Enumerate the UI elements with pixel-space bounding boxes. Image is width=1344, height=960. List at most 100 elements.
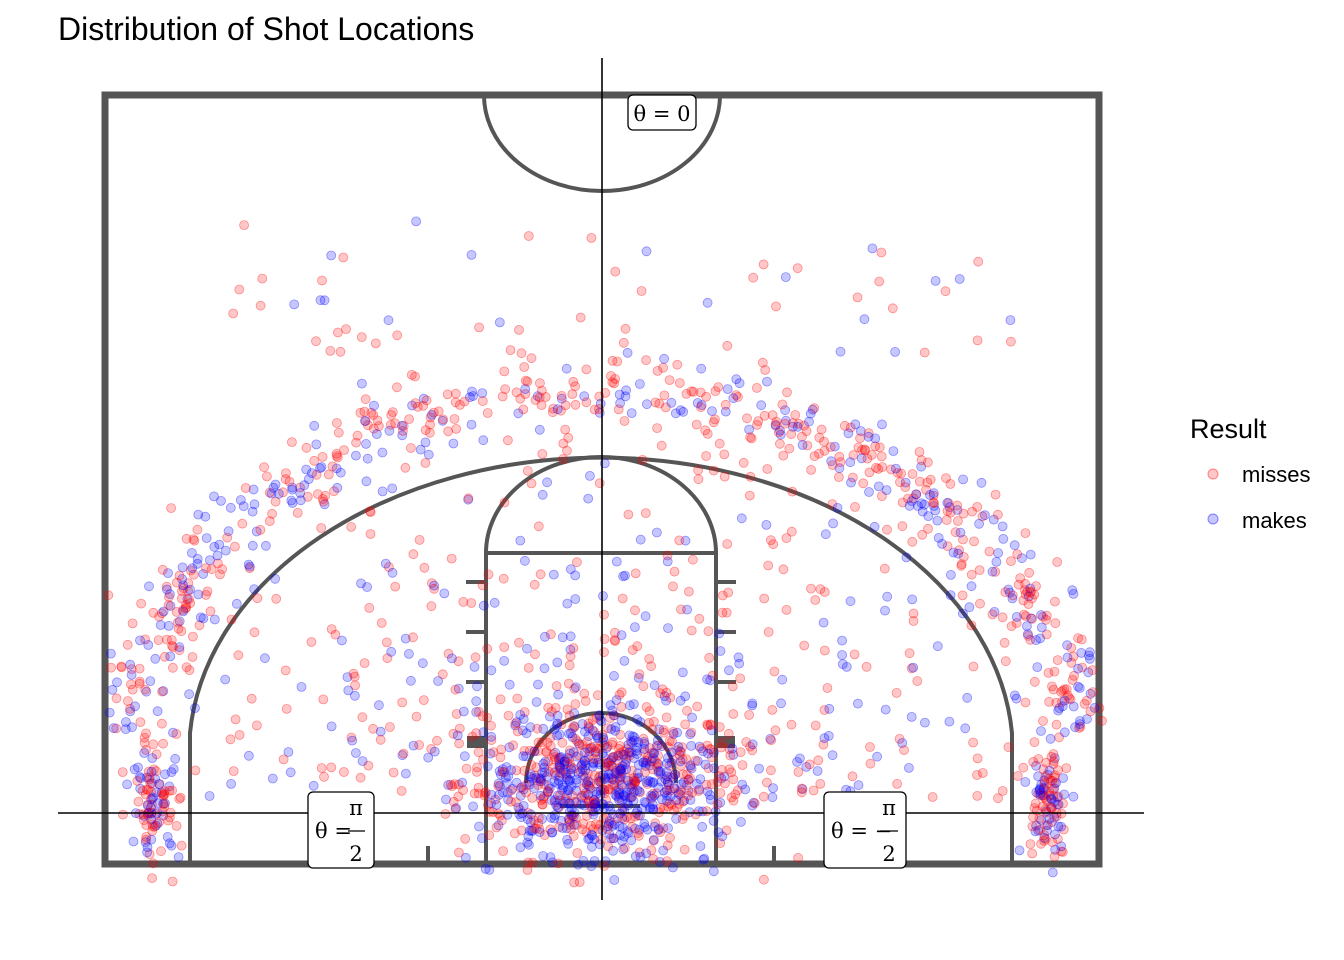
shot-point-misses (923, 523, 933, 534)
shot-point-misses (484, 806, 495, 817)
shot-point-makes (744, 424, 754, 435)
shot-point-makes (125, 659, 136, 670)
shot-point-misses (630, 776, 641, 787)
shot-point-makes (1049, 753, 1060, 763)
shot-point-makes (648, 835, 659, 845)
shot-point-makes (493, 778, 504, 789)
shot-point-misses (593, 754, 604, 764)
shot-point-misses (346, 732, 357, 743)
shot-point-makes (1031, 635, 1041, 645)
shot-point-makes (562, 753, 573, 763)
shot-point-makes (1024, 591, 1034, 602)
shot-point-makes (405, 675, 416, 686)
shot-point-misses (487, 807, 498, 817)
shot-point-makes (315, 295, 326, 306)
shot-point-misses (1058, 824, 1069, 835)
shot-point-makes (568, 747, 579, 758)
shot-point-misses (1013, 579, 1024, 590)
shot-point-misses (993, 509, 1003, 520)
shot-point-makes (678, 777, 689, 788)
shot-point-misses (499, 366, 510, 377)
shot-point-misses (922, 477, 933, 488)
shot-point-misses (1057, 847, 1068, 857)
shot-point-makes (649, 790, 660, 801)
shot-point-misses (1049, 666, 1060, 677)
shot-point-misses (143, 785, 154, 795)
shot-point-makes (1056, 841, 1067, 852)
shot-point-misses (550, 703, 561, 713)
shot-point-makes (565, 768, 576, 779)
shot-point-misses (759, 593, 770, 604)
shot-point-makes (518, 714, 529, 724)
shot-point-misses (1000, 587, 1011, 597)
shot-point-makes (303, 474, 314, 485)
shot-point-makes (565, 775, 575, 785)
shot-point-makes (584, 833, 595, 844)
shot-point-makes (201, 533, 212, 543)
shot-point-misses (1074, 723, 1085, 733)
shot-point-misses (674, 787, 684, 798)
shot-point-makes (552, 657, 563, 668)
shot-point-misses (771, 301, 781, 312)
shot-point-misses (368, 410, 379, 420)
shot-point-makes (311, 439, 322, 450)
shot-point-misses (737, 760, 748, 770)
shot-point-misses (295, 482, 305, 493)
shot-point-makes (863, 431, 874, 442)
shot-point-misses (148, 821, 158, 832)
shot-point-makes (190, 703, 200, 713)
shot-point-misses (580, 696, 591, 706)
shot-point-misses (135, 717, 146, 727)
shot-point-misses (632, 828, 643, 838)
shot-point-makes (459, 751, 470, 762)
shot-point-makes (485, 748, 496, 759)
shot-point-makes (853, 780, 864, 790)
shot-point-misses (437, 669, 448, 680)
shot-point-makes (797, 784, 808, 794)
shot-point-makes (544, 783, 555, 794)
shot-point-misses (582, 743, 592, 754)
shot-point-makes (557, 780, 568, 791)
shot-point-makes (499, 656, 510, 666)
shot-point-misses (799, 420, 809, 431)
shot-point-makes (472, 681, 482, 692)
shot-point-makes (231, 598, 242, 609)
shot-point-misses (167, 785, 178, 796)
shot-point-misses (311, 469, 322, 480)
shot-point-misses (619, 843, 630, 853)
legend-key-misses (1207, 468, 1219, 480)
shot-point-makes (715, 646, 726, 656)
shot-point-misses (653, 750, 663, 761)
shot-point-misses (966, 620, 977, 631)
shot-point-misses (161, 581, 172, 592)
shot-point-misses (609, 710, 620, 721)
shot-point-misses (677, 754, 688, 765)
shot-point-makes (1067, 585, 1078, 596)
shot-point-misses (678, 796, 689, 807)
shot-point-misses (419, 562, 430, 573)
shot-point-misses (793, 853, 803, 863)
shot-point-misses (164, 812, 175, 823)
shot-point-makes (142, 842, 153, 852)
shot-point-misses (261, 471, 272, 482)
shot-point-misses (184, 665, 195, 675)
shot-point-makes (900, 477, 911, 488)
shot-point-makes (626, 747, 637, 758)
shot-point-misses (1039, 778, 1050, 788)
shot-point-misses (529, 746, 540, 756)
shot-point-misses (194, 620, 205, 631)
shot-point-misses (453, 847, 464, 858)
shot-point-misses (1026, 586, 1036, 597)
shot-point-makes (659, 691, 670, 702)
shot-point-misses (339, 445, 349, 456)
shot-point-misses (488, 747, 499, 757)
shot-point-makes (260, 540, 271, 551)
shot-point-misses (659, 390, 670, 401)
shot-point-makes (614, 775, 625, 785)
shot-point-makes (590, 798, 601, 809)
shot-point-makes (1050, 844, 1060, 855)
shot-point-misses (1087, 665, 1098, 675)
shot-point-misses (644, 718, 654, 728)
shot-point-misses (514, 637, 524, 648)
shot-point-misses (897, 497, 908, 508)
